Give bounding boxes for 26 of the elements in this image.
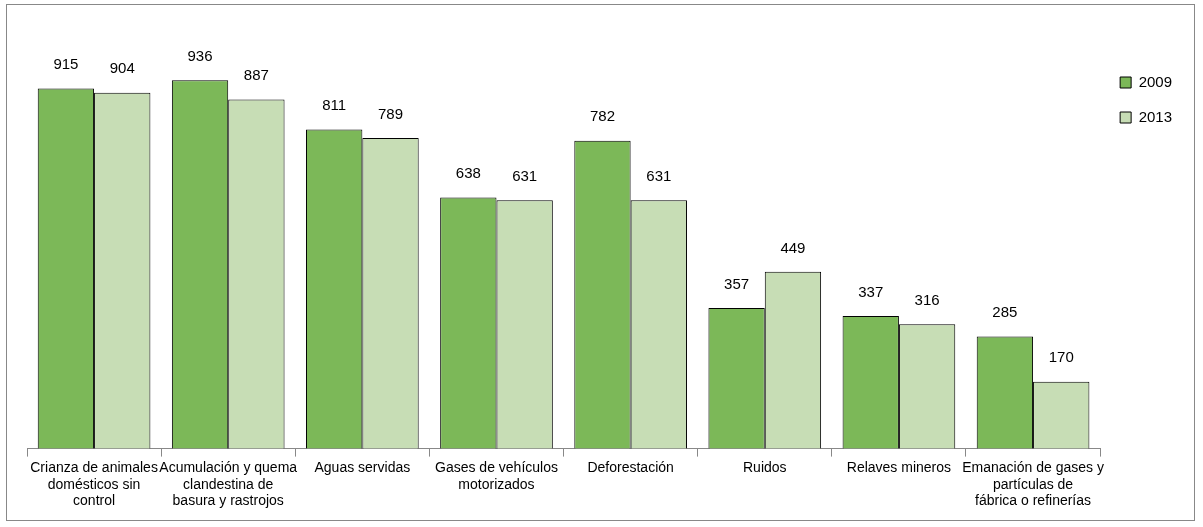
data-label: 170 (1048, 348, 1074, 366)
data-label: 904 (109, 59, 135, 77)
x-tick-label: Gases de vehículos motorizados (435, 458, 558, 492)
data-label: 638 (455, 164, 481, 182)
legend-label: 2009 (1138, 72, 1173, 90)
x-tick-label: Emanación de gases y partículas de fábrica o refinerías (962, 458, 1104, 509)
x-tick-label: Acumulación y quema clandestina de basura y rastrojos (159, 458, 298, 509)
data-label: 631 (646, 166, 672, 184)
data-label: 631 (512, 166, 538, 184)
x-tick-label: Relaves mineros (846, 458, 952, 475)
data-label: 811 (322, 96, 347, 114)
data-label: 316 (914, 290, 940, 308)
data-label: 337 (858, 282, 884, 300)
data-label: 887 (243, 66, 269, 84)
x-tick-label: Aguas servidas (314, 458, 411, 475)
legend-label: 2013 (1138, 107, 1173, 125)
x-tick-label: Deforestación (587, 458, 674, 475)
data-label: 285 (992, 303, 1018, 321)
data-label: 449 (780, 238, 806, 256)
data-label: 936 (187, 46, 213, 64)
data-label: 782 (589, 107, 615, 125)
data-label: 915 (53, 55, 79, 73)
x-tick-label: Crianza de animales domésticos sin control (30, 458, 158, 509)
data-label: 789 (378, 104, 404, 122)
x-tick-label: Ruidos (742, 458, 787, 475)
data-label: 357 (724, 274, 750, 292)
